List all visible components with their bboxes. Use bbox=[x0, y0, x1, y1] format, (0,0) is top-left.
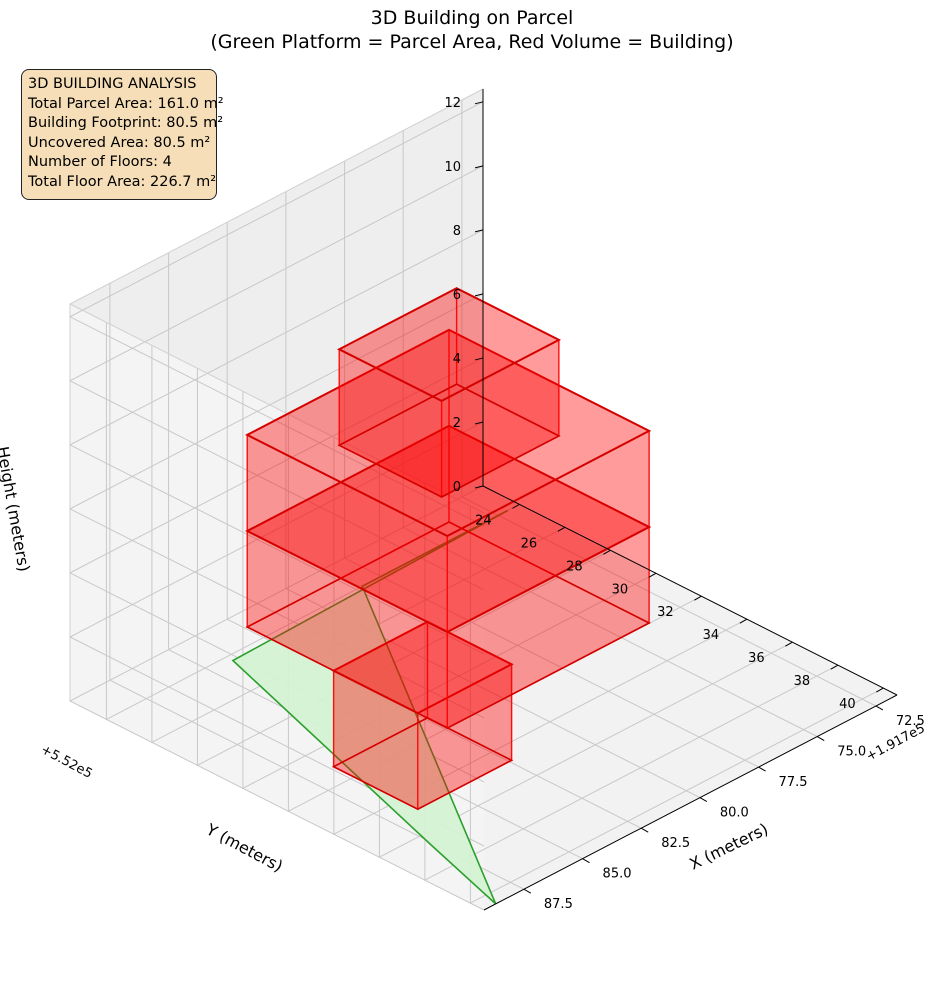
y-tick-label: 40 bbox=[839, 697, 856, 712]
y-tick bbox=[876, 687, 884, 693]
y-tick-label: 24 bbox=[475, 513, 492, 528]
info-line-floors: Number of Floors: 4 bbox=[28, 154, 172, 171]
y-tick bbox=[830, 664, 839, 670]
x-tick bbox=[875, 705, 884, 711]
info-line-footprint: Building Footprint: 80.5 m² bbox=[28, 115, 224, 132]
x-tick-label: 87.5 bbox=[544, 897, 573, 912]
y-tick-label: 34 bbox=[703, 628, 720, 643]
z-tick bbox=[474, 293, 484, 297]
y-tick bbox=[694, 595, 702, 601]
y-tick bbox=[648, 572, 657, 578]
y-tick-label: 30 bbox=[612, 582, 629, 597]
x-tick bbox=[523, 888, 532, 894]
x-axis-line bbox=[483, 694, 898, 911]
y-tick-label: 36 bbox=[748, 651, 765, 666]
floor-2-bottom-rim bbox=[245, 521, 651, 729]
y-axis-line bbox=[482, 485, 898, 696]
z-tick bbox=[474, 165, 484, 169]
floor-4 bbox=[337, 287, 562, 499]
floor-4-top-rim bbox=[337, 287, 562, 403]
y-tick-label: 28 bbox=[566, 559, 583, 574]
z-tick-label: 8 bbox=[453, 224, 461, 239]
info-heading: 3D BUILDING ANALYSIS bbox=[28, 76, 197, 92]
x-tick-label: 80.0 bbox=[720, 806, 749, 821]
z-tick-label: 12 bbox=[444, 96, 461, 111]
x-tick bbox=[758, 766, 766, 772]
y-tick bbox=[739, 618, 748, 624]
y-axis-offset: +5.52e5 bbox=[38, 742, 95, 782]
z-tick-label: 4 bbox=[453, 352, 461, 367]
x-tick bbox=[816, 736, 825, 741]
y-tick-label: 32 bbox=[657, 605, 674, 620]
x-tick-label: 85.0 bbox=[603, 867, 632, 882]
floor-4-bottom-rim bbox=[337, 383, 561, 498]
y-tick bbox=[557, 526, 566, 532]
info-line-uncovered: Uncovered Area: 80.5 m² bbox=[28, 134, 211, 151]
chart-title-line: 3D Building on Parcel bbox=[370, 7, 574, 29]
y-tick-label: 38 bbox=[794, 674, 811, 689]
info-line-floor-area: Total Floor Area: 226.7 m² bbox=[28, 173, 217, 190]
z-tick-label: 10 bbox=[444, 160, 461, 175]
x-tick bbox=[640, 827, 649, 833]
y-tick bbox=[603, 549, 611, 555]
building bbox=[245, 287, 652, 811]
analysis-info-box: 3D BUILDING ANALYSIS Total Parcel Area: … bbox=[21, 69, 224, 200]
info-line-parcel-area: Total Parcel Area: 161.0 m² bbox=[28, 95, 224, 112]
y-tick bbox=[785, 641, 793, 647]
x-tick-label: 72.5 bbox=[896, 714, 925, 729]
z-tick bbox=[474, 229, 484, 233]
chart-subtitle-line: (Green Platform = Parcel Area, Red Volum… bbox=[210, 31, 734, 53]
x-tick-label: 75.0 bbox=[837, 745, 866, 760]
z-tick-label: 0 bbox=[453, 480, 461, 495]
chart-title: 3D Building on Parcel (Green Platform = … bbox=[0, 6, 944, 54]
z-tick-label: 2 bbox=[453, 416, 461, 431]
z-tick-label: 6 bbox=[453, 288, 461, 303]
y-axis-label: Y (meters) bbox=[202, 819, 286, 876]
parcel-platform bbox=[231, 509, 509, 905]
z-tick bbox=[474, 421, 484, 425]
z-tick bbox=[474, 357, 484, 361]
floor-3-bottom-rim bbox=[245, 425, 651, 633]
y-tick bbox=[512, 503, 520, 509]
z-axis-label: Height (meters) bbox=[0, 445, 34, 573]
x-tick bbox=[582, 858, 590, 864]
y-tick-label: 26 bbox=[521, 536, 538, 551]
x-axis-label: X (meters) bbox=[686, 819, 771, 873]
x-tick bbox=[699, 797, 708, 803]
z-tick bbox=[474, 101, 484, 105]
pane-edges bbox=[68, 88, 485, 701]
z-tick bbox=[474, 485, 484, 489]
floor-3-top-rim bbox=[245, 328, 652, 538]
x-tick-label: 77.5 bbox=[779, 775, 808, 790]
x-tick-label: 82.5 bbox=[661, 836, 690, 851]
